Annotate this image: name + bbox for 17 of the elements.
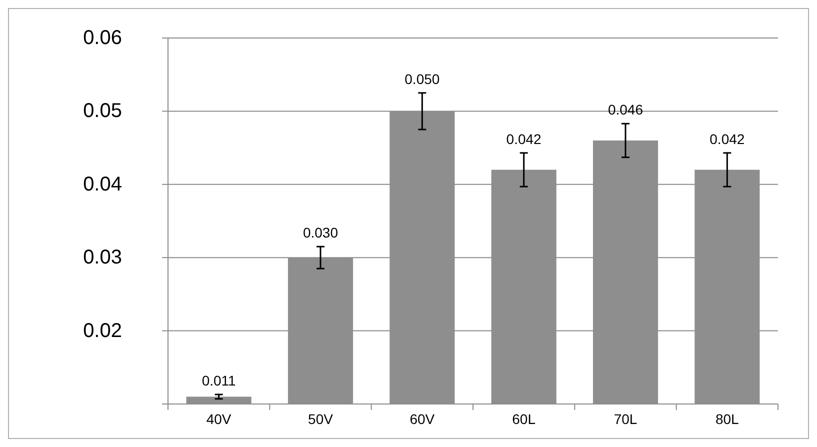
data-label: 0.042 bbox=[506, 130, 542, 147]
x-tick-label: 80L bbox=[715, 411, 740, 427]
data-label: 0.030 bbox=[302, 224, 338, 241]
y-tick-label: 0.03 bbox=[83, 246, 122, 269]
x-tick-label: 40V bbox=[206, 411, 232, 427]
x-tick-label: 50V bbox=[308, 411, 334, 427]
data-label: 0.042 bbox=[710, 130, 745, 147]
x-tick-label: 60V bbox=[410, 411, 436, 427]
data-label: 0.050 bbox=[404, 70, 440, 87]
data-label: 0.011 bbox=[202, 372, 236, 388]
y-tick-label: 0.06 bbox=[83, 27, 122, 49]
x-tick-label: 70L bbox=[614, 411, 638, 427]
y-tick-label: 0.05 bbox=[83, 100, 122, 122]
y-tick-label: 0.04 bbox=[83, 173, 122, 196]
data-label: 0.046 bbox=[608, 102, 644, 118]
x-tick-label: 60L bbox=[512, 411, 536, 427]
y-tick-label: 0.02 bbox=[83, 320, 122, 342]
